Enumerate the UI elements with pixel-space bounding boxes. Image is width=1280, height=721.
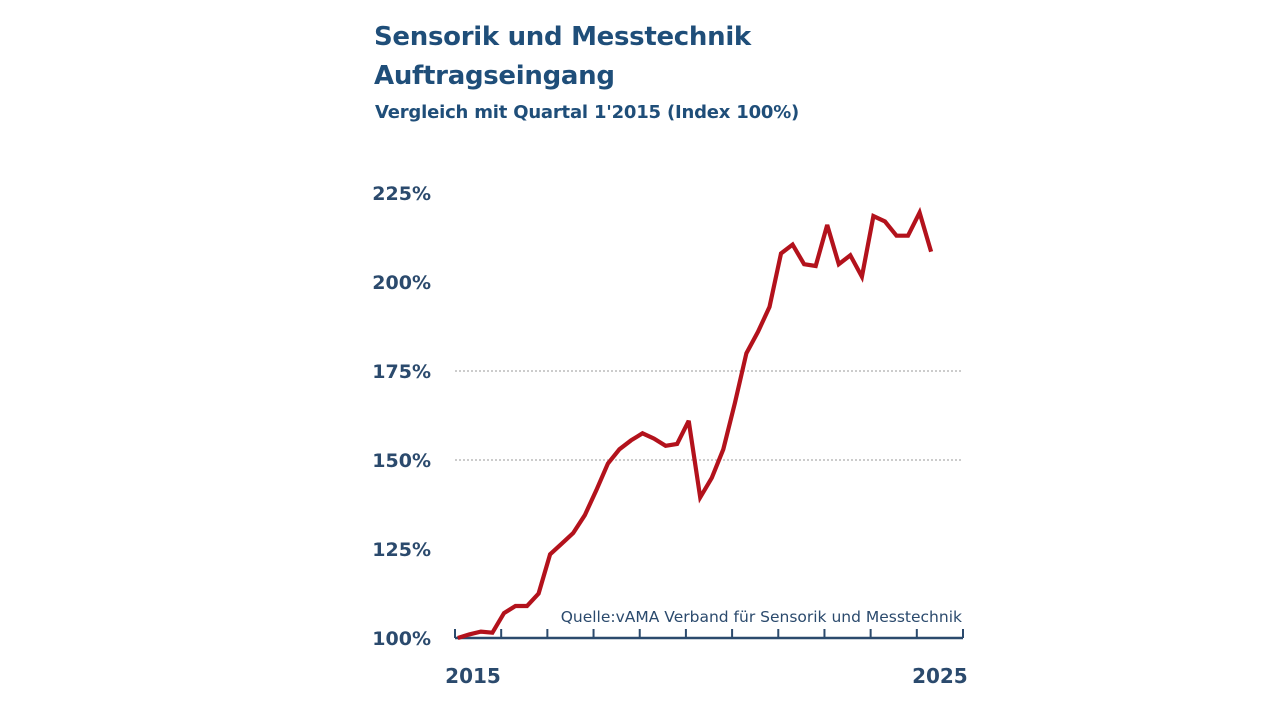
chart-title-line2: Auftragseingang [374,61,615,91]
y-tick-label: 150% [372,450,431,472]
source-note: Quelle:vAMA Verband für Sensorik und Mes… [561,608,962,626]
y-tick-label: 225% [372,183,431,205]
gridlines [455,370,963,461]
x-tick-label: 2015 [445,664,501,688]
x-tick-label: 2025 [912,664,968,688]
y-axis: 100% 125% 150% 175% 200% 225% [372,183,431,650]
series-group [457,206,934,641]
series-line [457,206,934,641]
x-axis: 2015 2025 [445,629,968,688]
chart-title: Sensorik und Messtechnik [374,22,751,52]
y-tick-label: 175% [372,361,431,383]
y-tick-label: 200% [372,272,431,294]
y-tick-label: 125% [372,539,431,561]
chart-subtitle: Vergleich mit Quartal 1'2015 (Index 100%… [375,102,800,123]
y-tick-label: 100% [372,628,431,650]
